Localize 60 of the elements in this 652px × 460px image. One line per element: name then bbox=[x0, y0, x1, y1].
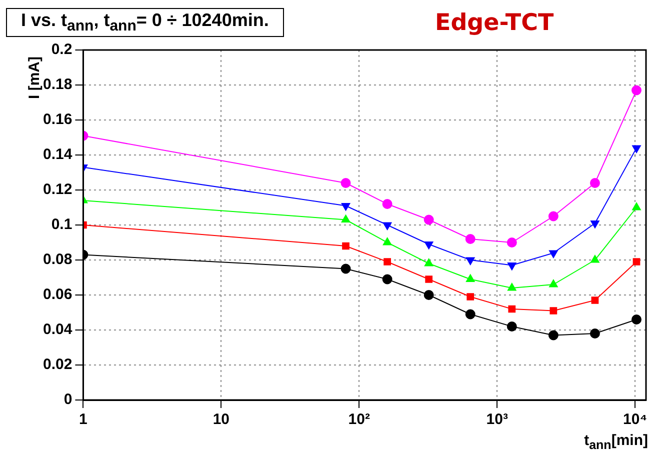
point bbox=[549, 250, 558, 258]
point bbox=[548, 211, 558, 222]
point bbox=[424, 258, 434, 266]
y-tick-label: 0.1 bbox=[51, 216, 72, 234]
x-tick-label: 10⁴ bbox=[623, 411, 648, 428]
point bbox=[590, 255, 600, 263]
point bbox=[465, 309, 476, 320]
point bbox=[632, 145, 641, 153]
point bbox=[382, 199, 392, 209]
y-tick-label: 0.2 bbox=[51, 41, 72, 58]
y-tick-label: 0.18 bbox=[42, 76, 72, 94]
point bbox=[506, 238, 517, 248]
point bbox=[631, 85, 642, 96]
point bbox=[506, 322, 517, 332]
point bbox=[632, 202, 641, 210]
point bbox=[591, 296, 599, 304]
point bbox=[590, 178, 600, 188]
point bbox=[340, 264, 351, 274]
point bbox=[590, 220, 600, 228]
point bbox=[424, 242, 434, 250]
point bbox=[342, 242, 350, 250]
point bbox=[465, 234, 476, 244]
chart-title: I vs. t$_{ann}$, t$_{ann}$= 0 ÷ 10240min. bbox=[6, 8, 284, 37]
point bbox=[425, 276, 433, 283]
y-tick-label: 0.12 bbox=[42, 181, 72, 198]
point bbox=[382, 222, 392, 230]
y-tick-label: 0.02 bbox=[42, 356, 72, 374]
point bbox=[508, 305, 516, 313]
point bbox=[382, 238, 392, 246]
x-tick-label: 1 bbox=[79, 411, 88, 428]
point bbox=[340, 178, 351, 188]
point bbox=[382, 274, 392, 284]
x-axis-title: t$_{ann}$[min] bbox=[584, 432, 648, 452]
chart-subtitle: Edge-TCT bbox=[435, 10, 554, 36]
point bbox=[466, 257, 475, 265]
y-tick-label: 0.04 bbox=[42, 321, 73, 338]
y-tick-label: 0.16 bbox=[42, 111, 72, 128]
point bbox=[550, 307, 558, 314]
point bbox=[466, 293, 474, 300]
point bbox=[631, 314, 642, 324]
point bbox=[590, 328, 600, 338]
point bbox=[508, 283, 516, 291]
point bbox=[424, 214, 434, 225]
y-tick-label: 0.14 bbox=[42, 146, 73, 164]
point bbox=[341, 214, 350, 222]
y-tick-label: 0.06 bbox=[42, 286, 72, 304]
point bbox=[549, 280, 558, 288]
y-tick-label: 0.08 bbox=[42, 251, 72, 268]
x-tick-label: 10³ bbox=[486, 411, 508, 428]
y-tick-label: 0 bbox=[64, 391, 72, 408]
point bbox=[424, 290, 434, 300]
point bbox=[341, 203, 350, 211]
point bbox=[548, 330, 558, 340]
y-axis-title: I [mA] bbox=[26, 56, 43, 99]
point bbox=[508, 262, 516, 270]
point bbox=[384, 258, 391, 266]
point bbox=[466, 274, 475, 282]
x-tick-label: 10 bbox=[212, 411, 230, 428]
x-tick-label: 10² bbox=[348, 411, 370, 428]
point bbox=[632, 258, 640, 266]
